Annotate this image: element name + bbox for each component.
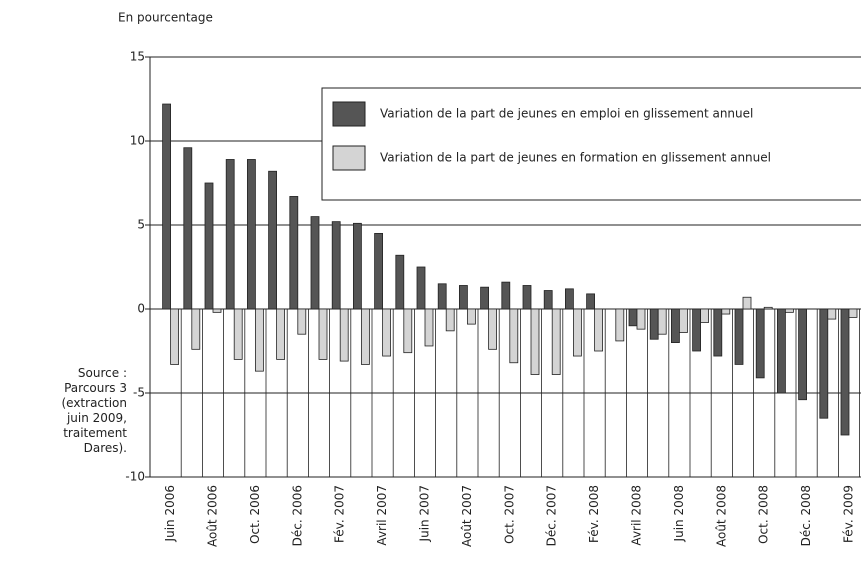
bar [204,182,214,310]
y-tick-label: 15 [130,50,145,64]
bar [424,308,434,347]
bar [360,308,370,365]
bar [777,308,786,394]
bar [246,159,256,310]
y-tick-label: 0 [137,302,145,316]
x-tick-label: Août 2008 [714,485,728,547]
bar [827,308,837,320]
legend-label: Variation de la part de jeunes en format… [380,151,771,165]
bar [657,308,667,335]
bar [798,308,807,401]
bar [594,308,603,352]
bar [480,286,490,310]
bar [742,296,752,310]
bar [522,285,532,310]
bar [488,308,498,350]
bar [416,266,426,310]
bar [628,308,638,327]
legend-label: Variation de la part de jeunes en emploi… [380,107,753,121]
bar [586,293,595,310]
x-tick-label: Avril 2008 [630,485,644,546]
bar [395,254,405,310]
bar [700,308,709,323]
bar [331,221,341,310]
bar [543,290,553,310]
x-tick-label: Fév. 2007 [333,485,347,543]
bar [437,283,447,310]
bar [692,308,701,352]
bar [212,308,222,313]
legend-swatch [332,145,366,171]
bar [352,222,362,310]
bar [403,308,413,354]
legend-box [321,87,861,201]
bar [671,308,680,343]
bar [374,232,384,310]
bar [565,288,574,310]
bar [679,308,688,333]
bar [170,308,180,365]
bar [297,308,307,335]
bar [819,308,829,419]
bar [191,308,201,350]
bar [268,170,278,310]
bar [721,308,731,315]
y-tick-label: -10 [125,470,145,484]
bar [755,308,765,379]
bar [162,103,172,310]
legend-swatch [332,101,366,127]
bar [339,308,349,362]
y-tick-label: -5 [133,386,145,400]
bar [276,308,286,360]
bar [785,308,794,313]
bar [530,308,540,375]
bar [233,308,243,360]
x-tick-label: Oct. 2006 [248,485,262,544]
x-tick-label: Déc. 2008 [799,485,813,546]
x-tick-label: Oct. 2007 [502,485,516,544]
bar [848,308,858,318]
bar [466,308,476,325]
bar [509,308,519,364]
x-tick-label: Juin 2008 [672,485,686,542]
bar [573,308,582,357]
bar [713,308,723,357]
bar [649,308,659,340]
x-tick-label: Déc. 2007 [545,485,559,546]
x-tick-label: Août 2007 [460,485,474,547]
bar [840,308,850,436]
x-tick-label: Août 2006 [206,485,220,547]
bar [615,308,625,342]
x-tick-label: Juin 2006 [163,485,177,542]
x-tick-label: Avril 2007 [375,485,389,546]
bar [183,147,193,310]
bar [310,216,320,310]
bar [734,308,744,365]
x-tick-label: Juin 2007 [418,485,432,542]
bar [636,308,646,330]
bar [254,308,264,372]
bar [289,196,299,310]
x-tick-label: Fév. 2008 [587,485,601,543]
source-note: Source : Parcours 3 (extraction juin 200… [61,366,127,455]
y-axis-label: En pourcentage [118,11,213,25]
bar [763,306,773,310]
bar [501,281,511,310]
x-tick-label: Déc. 2006 [290,485,304,546]
y-tick-label: 5 [137,218,145,232]
bar [382,308,392,357]
x-tick-label: Oct. 2008 [757,485,771,544]
bar [458,285,468,310]
bar [318,308,328,360]
bar [445,308,455,332]
x-tick-label: Fév. 2009 [842,485,856,543]
bar [225,159,235,310]
y-tick-label: 10 [130,134,145,148]
bar [551,308,561,375]
